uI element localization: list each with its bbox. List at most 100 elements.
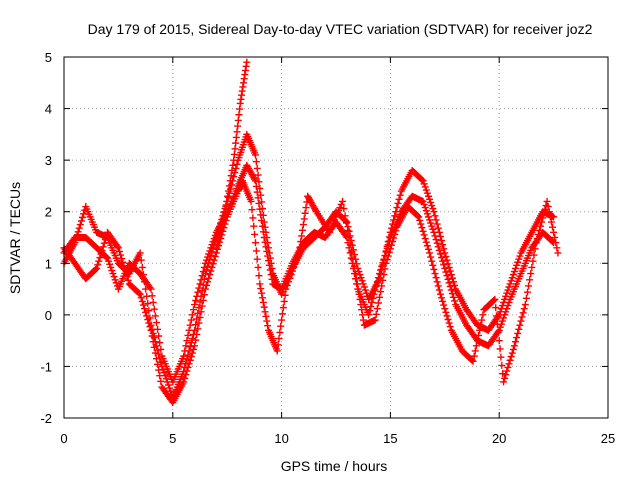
data-point	[182, 342, 190, 350]
data-point	[243, 58, 251, 66]
data-point	[336, 204, 344, 212]
data-point	[419, 197, 427, 205]
data-point	[378, 282, 386, 290]
data-point	[553, 244, 561, 252]
data-point	[268, 275, 276, 283]
data-point	[259, 228, 267, 236]
data-point	[149, 298, 157, 306]
data-point	[446, 267, 454, 275]
data-point	[496, 345, 504, 353]
data-point	[426, 249, 434, 257]
data-point	[92, 265, 100, 273]
data-point	[432, 236, 440, 244]
data-point	[249, 214, 257, 222]
data-point	[419, 227, 427, 235]
data-point	[508, 349, 516, 357]
data-point	[198, 302, 206, 310]
data-point	[537, 222, 545, 230]
data-point	[430, 208, 438, 216]
data-point	[370, 290, 378, 298]
data-point	[521, 301, 529, 309]
data-point	[439, 297, 447, 305]
data-point	[283, 281, 291, 289]
data-point	[233, 160, 241, 168]
data-point	[232, 164, 240, 172]
data-point	[282, 285, 290, 293]
data-point	[151, 349, 159, 357]
data-point	[337, 200, 345, 208]
data-point	[416, 216, 424, 224]
data-point	[196, 280, 204, 288]
data-point	[361, 286, 369, 294]
ticks	[63, 56, 609, 419]
data-point	[160, 369, 168, 377]
data-point	[157, 377, 165, 385]
data-point	[423, 242, 431, 250]
data-point	[211, 231, 219, 239]
data-point	[215, 233, 223, 241]
data-point	[515, 255, 523, 263]
data-point	[426, 216, 434, 224]
data-point	[438, 237, 446, 245]
data-point	[549, 238, 557, 246]
data-point	[181, 347, 189, 355]
data-point	[450, 278, 458, 286]
data-point	[442, 308, 450, 316]
data-point	[519, 309, 527, 317]
data-point	[428, 202, 436, 210]
data-point	[495, 337, 503, 345]
data-point	[473, 337, 481, 345]
data-point	[503, 289, 511, 297]
data-point	[196, 298, 204, 306]
data-point	[551, 234, 559, 241]
data-point	[507, 277, 515, 285]
data-point	[265, 257, 273, 265]
data-point	[356, 271, 364, 279]
series-track-c	[60, 177, 562, 407]
data-point	[345, 227, 353, 235]
data-point	[391, 230, 399, 238]
data-point	[493, 312, 501, 320]
data-point	[382, 259, 390, 267]
data-point	[300, 215, 308, 223]
data-point	[498, 317, 506, 325]
data-point	[441, 264, 449, 272]
data-point	[228, 166, 236, 174]
data-point	[137, 256, 145, 264]
data-point	[441, 249, 449, 257]
data-point	[447, 286, 455, 294]
data-point	[517, 317, 525, 325]
data-point	[203, 256, 211, 264]
data-point	[395, 195, 403, 203]
data-point	[164, 381, 172, 389]
data-point	[151, 312, 159, 320]
data-point	[263, 247, 271, 255]
data-point	[188, 349, 196, 357]
data-point	[251, 177, 259, 185]
data-point	[506, 356, 514, 364]
data-point	[262, 312, 270, 320]
x-tick-label: 15	[383, 431, 397, 446]
data-point	[421, 204, 429, 212]
series-spike	[212, 58, 251, 252]
data-point	[422, 238, 430, 246]
data-point	[184, 363, 192, 371]
data-point	[197, 276, 205, 284]
data-point	[183, 367, 191, 375]
data-point	[95, 257, 103, 265]
data-point	[431, 232, 439, 240]
data-point	[329, 219, 337, 227]
data-point	[124, 276, 132, 284]
data-point	[380, 271, 388, 279]
data-point	[218, 219, 226, 227]
data-point	[253, 164, 261, 172]
data-point	[432, 274, 440, 282]
data-point	[443, 272, 451, 280]
data-point	[424, 213, 432, 221]
data-point	[325, 228, 333, 236]
data-point	[255, 178, 263, 186]
data-point	[274, 341, 282, 349]
data-point	[438, 294, 446, 302]
data-point	[497, 353, 505, 361]
